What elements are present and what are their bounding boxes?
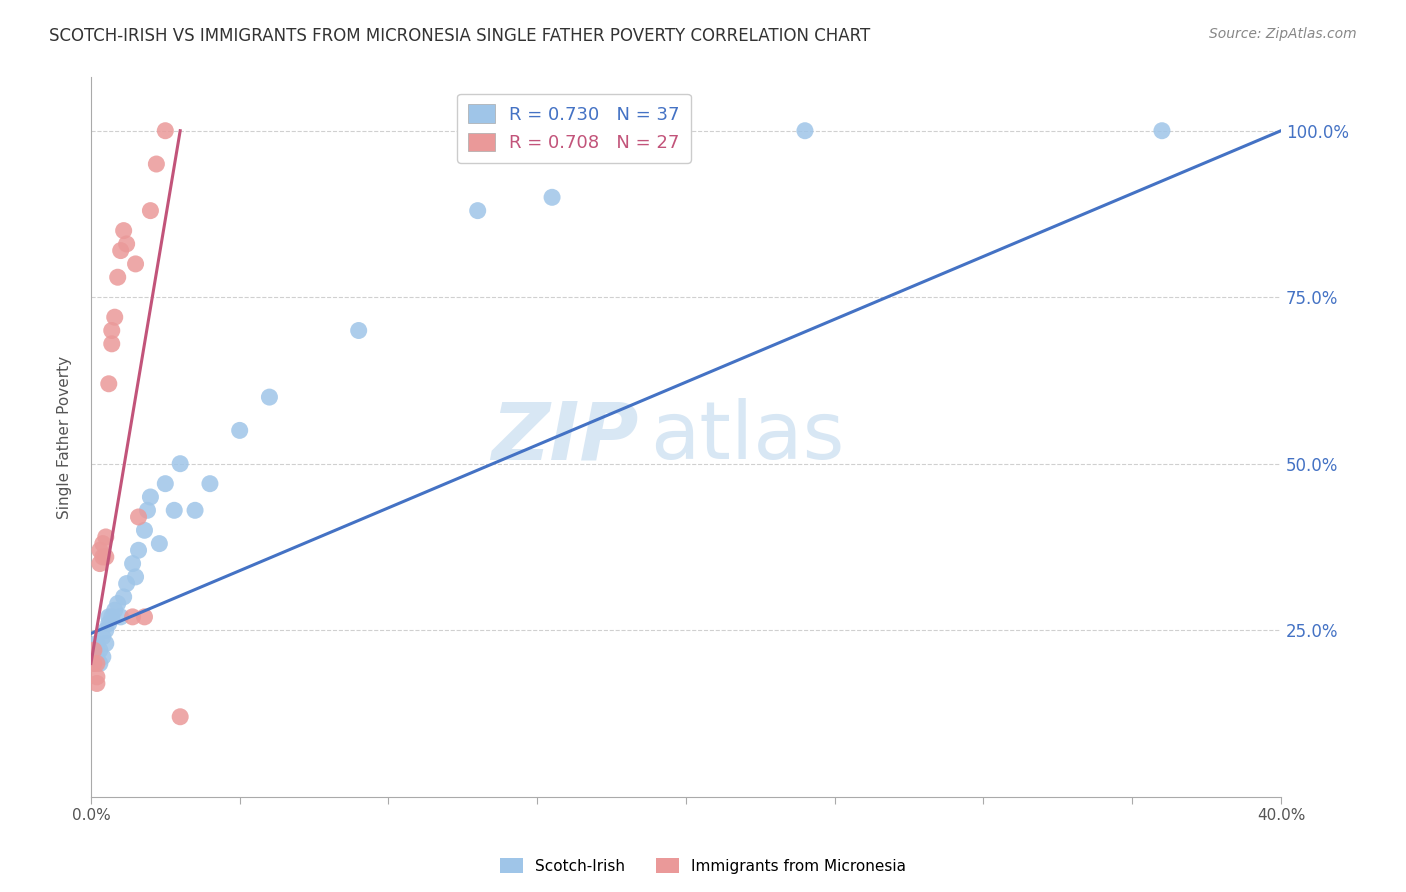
Point xyxy=(91,549,114,564)
Point xyxy=(97,610,120,624)
Point xyxy=(163,503,186,517)
Point xyxy=(124,570,146,584)
Point xyxy=(89,643,111,657)
Point xyxy=(228,424,250,438)
Point xyxy=(184,503,207,517)
Point xyxy=(1150,124,1173,138)
Point xyxy=(83,657,105,671)
Point xyxy=(347,324,370,338)
Point xyxy=(169,457,191,471)
Point xyxy=(100,610,122,624)
Point xyxy=(155,124,177,138)
Point xyxy=(86,636,108,650)
Point xyxy=(139,490,162,504)
Point xyxy=(97,616,120,631)
Point xyxy=(94,549,117,564)
Point xyxy=(86,649,108,664)
Point xyxy=(794,124,817,138)
Point xyxy=(148,536,170,550)
Point xyxy=(104,310,127,325)
Point xyxy=(121,610,143,624)
Point xyxy=(145,157,167,171)
Point xyxy=(467,203,489,218)
Text: SCOTCH-IRISH VS IMMIGRANTS FROM MICRONESIA SINGLE FATHER POVERTY CORRELATION CHA: SCOTCH-IRISH VS IMMIGRANTS FROM MICRONES… xyxy=(49,27,870,45)
Point xyxy=(86,657,108,671)
Point xyxy=(97,376,120,391)
Point xyxy=(107,270,129,285)
Point xyxy=(94,636,117,650)
Point xyxy=(104,603,127,617)
Point xyxy=(91,630,114,644)
Y-axis label: Single Father Poverty: Single Father Poverty xyxy=(58,356,72,518)
Point xyxy=(112,224,135,238)
Point xyxy=(115,236,138,251)
Point xyxy=(110,610,132,624)
Point xyxy=(83,657,105,671)
Point xyxy=(198,476,221,491)
Point xyxy=(86,670,108,684)
Point xyxy=(259,390,281,404)
Text: atlas: atlas xyxy=(650,398,845,476)
Point xyxy=(86,676,108,690)
Point xyxy=(139,203,162,218)
Point xyxy=(100,336,122,351)
Legend: R = 0.730   N = 37, R = 0.708   N = 27: R = 0.730 N = 37, R = 0.708 N = 27 xyxy=(457,94,690,163)
Point xyxy=(136,503,159,517)
Point xyxy=(541,190,564,204)
Point xyxy=(91,536,114,550)
Text: Source: ZipAtlas.com: Source: ZipAtlas.com xyxy=(1209,27,1357,41)
Point xyxy=(169,710,191,724)
Point xyxy=(155,476,177,491)
Point xyxy=(115,576,138,591)
Point xyxy=(83,643,105,657)
Point xyxy=(124,257,146,271)
Point xyxy=(128,510,150,524)
Point xyxy=(89,657,111,671)
Point xyxy=(83,643,105,657)
Legend: Scotch-Irish, Immigrants from Micronesia: Scotch-Irish, Immigrants from Micronesia xyxy=(494,852,912,880)
Point xyxy=(121,557,143,571)
Point xyxy=(91,649,114,664)
Point xyxy=(110,244,132,258)
Point xyxy=(134,610,156,624)
Point xyxy=(89,557,111,571)
Point xyxy=(94,623,117,637)
Point xyxy=(112,590,135,604)
Point xyxy=(89,543,111,558)
Text: ZIP: ZIP xyxy=(491,398,638,476)
Point xyxy=(94,530,117,544)
Point xyxy=(100,324,122,338)
Point xyxy=(134,523,156,537)
Point xyxy=(107,597,129,611)
Point xyxy=(128,543,150,558)
